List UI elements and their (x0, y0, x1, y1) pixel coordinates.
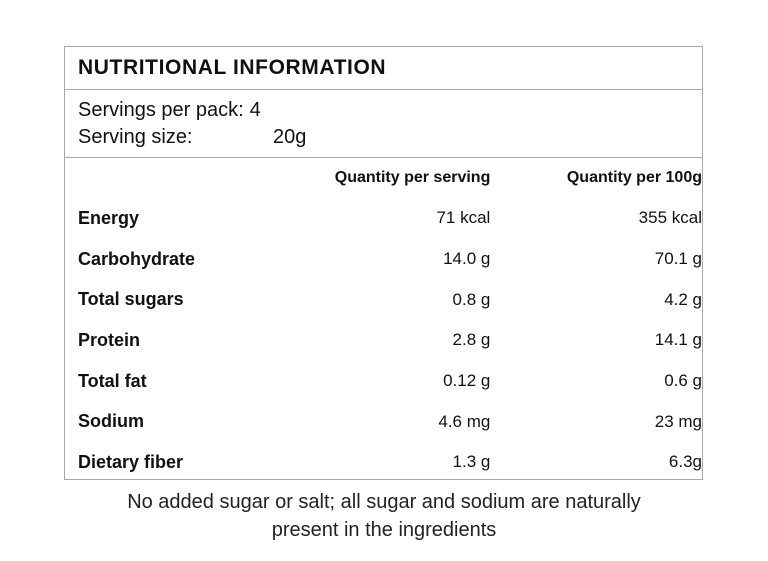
footnote: No added sugar or salt; all sugar and so… (0, 488, 768, 544)
servings-per-pack: Servings per pack: 4 (78, 97, 702, 124)
nutrition-panel: NUTRITIONAL INFORMATION Servings per pac… (64, 46, 703, 480)
nutrient-name: Carbohydrate (78, 248, 196, 269)
nutrient-name: Sodium (78, 411, 144, 432)
footnote-line-2: present in the ingredients (271, 519, 497, 541)
header-per-serving: Quantity per serving (334, 169, 491, 186)
footnote-line-1: No added sugar or salt; all sugar and so… (127, 491, 641, 513)
table-row: Energy 71 kcal 355 kcal (65, 198, 702, 239)
per-100g-value: 6.3g (668, 452, 702, 472)
per-serving-value: 71 kcal (436, 208, 491, 228)
title-row: NUTRITIONAL INFORMATION (65, 47, 702, 90)
per-100g-value: 4.2 g (664, 289, 702, 309)
per-100g-value: 70.1 g (654, 249, 702, 269)
serving-size: Serving size: 20g (78, 124, 702, 151)
per-serving-value: 4.6 mg (438, 411, 491, 431)
nutrient-name: Total sugars (78, 289, 184, 310)
serving-size-value: 20g (273, 126, 307, 148)
per-100g-value: 14.1 g (654, 330, 702, 350)
table-header-row: Quantity per serving Quantity per 100g (65, 158, 702, 198)
per-100g-value: 355 kcal (638, 208, 702, 228)
per-100g-value: 23 mg (654, 411, 702, 431)
table-row: Protein 2.8 g 14.1 g (65, 320, 702, 361)
table-row: Total sugars 0.8 g 4.2 g (65, 279, 702, 320)
nutrition-table: Quantity per serving Quantity per 100g E… (65, 158, 702, 483)
per-serving-value: 2.8 g (452, 330, 491, 350)
panel-title: NUTRITIONAL INFORMATION (78, 56, 387, 79)
table-row: Dietary fiber 1.3 g 6.3g (65, 442, 702, 483)
per-serving-value: 14.0 g (443, 249, 491, 269)
table-row: Carbohydrate 14.0 g 70.1 g (65, 239, 702, 280)
per-serving-value: 1.3 g (452, 452, 491, 472)
servings-per-pack-label: Servings per pack: (78, 99, 244, 121)
per-serving-value: 0.12 g (443, 371, 491, 391)
servings-per-pack-value: 4 (249, 99, 261, 121)
nutrient-name: Energy (78, 207, 140, 228)
per-100g-value: 0.6 g (664, 371, 702, 391)
header-per-100g: Quantity per 100g (566, 169, 702, 186)
serving-size-label: Serving size: (78, 126, 193, 148)
serving-info: Servings per pack: 4 Serving size: 20g (65, 90, 702, 158)
nutrient-name: Protein (78, 329, 141, 350)
nutrient-name: Dietary fiber (78, 451, 184, 472)
table-row: Sodium 4.6 mg 23 mg (65, 401, 702, 442)
table-row: Total fat 0.12 g 0.6 g (65, 361, 702, 402)
per-serving-value: 0.8 g (452, 289, 491, 309)
nutrient-name: Total fat (78, 370, 147, 391)
